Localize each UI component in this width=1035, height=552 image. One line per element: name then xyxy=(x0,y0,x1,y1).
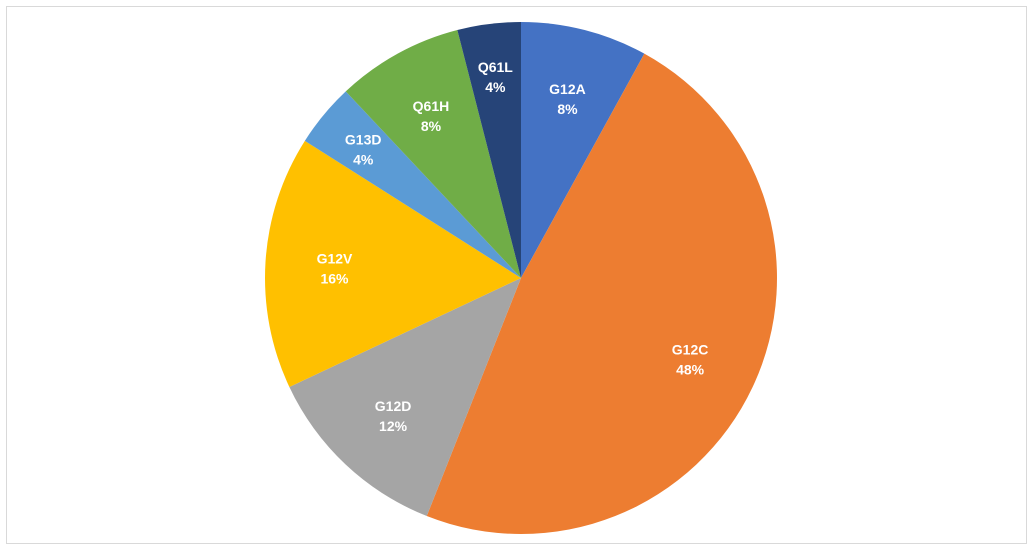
slice-category-label: G12D xyxy=(375,398,412,414)
slice-label-g12d: G12D 12% xyxy=(375,398,412,434)
slice-category-label: G12A xyxy=(549,81,586,97)
labels-layer: G12A8%G12C48%G12D12%G12V16%G13D4%Q61H8%Q… xyxy=(317,59,709,434)
pie-slice-g13d xyxy=(304,91,521,278)
slice-percent-label: 48% xyxy=(676,362,705,378)
slice-percent-label: 16% xyxy=(320,270,349,286)
pie-slice-g12c xyxy=(426,53,777,534)
slice-category-label: G12C xyxy=(672,342,709,358)
pie-slice-q61h xyxy=(345,30,521,279)
slice-category-label: Q61L xyxy=(478,59,513,75)
slice-category-label: G12V xyxy=(317,250,353,266)
pie-slice-g12v xyxy=(265,140,521,387)
pie-slice-g12d xyxy=(289,278,521,517)
slice-label-q61l: Q61L 4% xyxy=(478,59,513,95)
slice-percent-label: 12% xyxy=(379,418,408,434)
slice-label-q61h: Q61H 8% xyxy=(413,98,450,134)
slice-percent-label: 4% xyxy=(485,79,506,95)
pie-slice-g12a xyxy=(521,22,645,278)
slice-category-label: G13D xyxy=(345,131,382,147)
slice-percent-label: 8% xyxy=(557,101,578,117)
pie-slice-q61l xyxy=(457,22,521,278)
slice-percent-label: 8% xyxy=(421,118,442,134)
slice-category-label: Q61H xyxy=(413,98,450,114)
slices-layer xyxy=(265,22,777,534)
slice-percent-label: 4% xyxy=(353,151,374,167)
slice-label-g13d: G13D 4% xyxy=(345,131,382,167)
slice-label-g12a: G12A 8% xyxy=(549,81,586,117)
slice-label-g12c: G12C 48% xyxy=(672,342,709,378)
slice-label-g12v: G12V 16% xyxy=(317,250,353,286)
